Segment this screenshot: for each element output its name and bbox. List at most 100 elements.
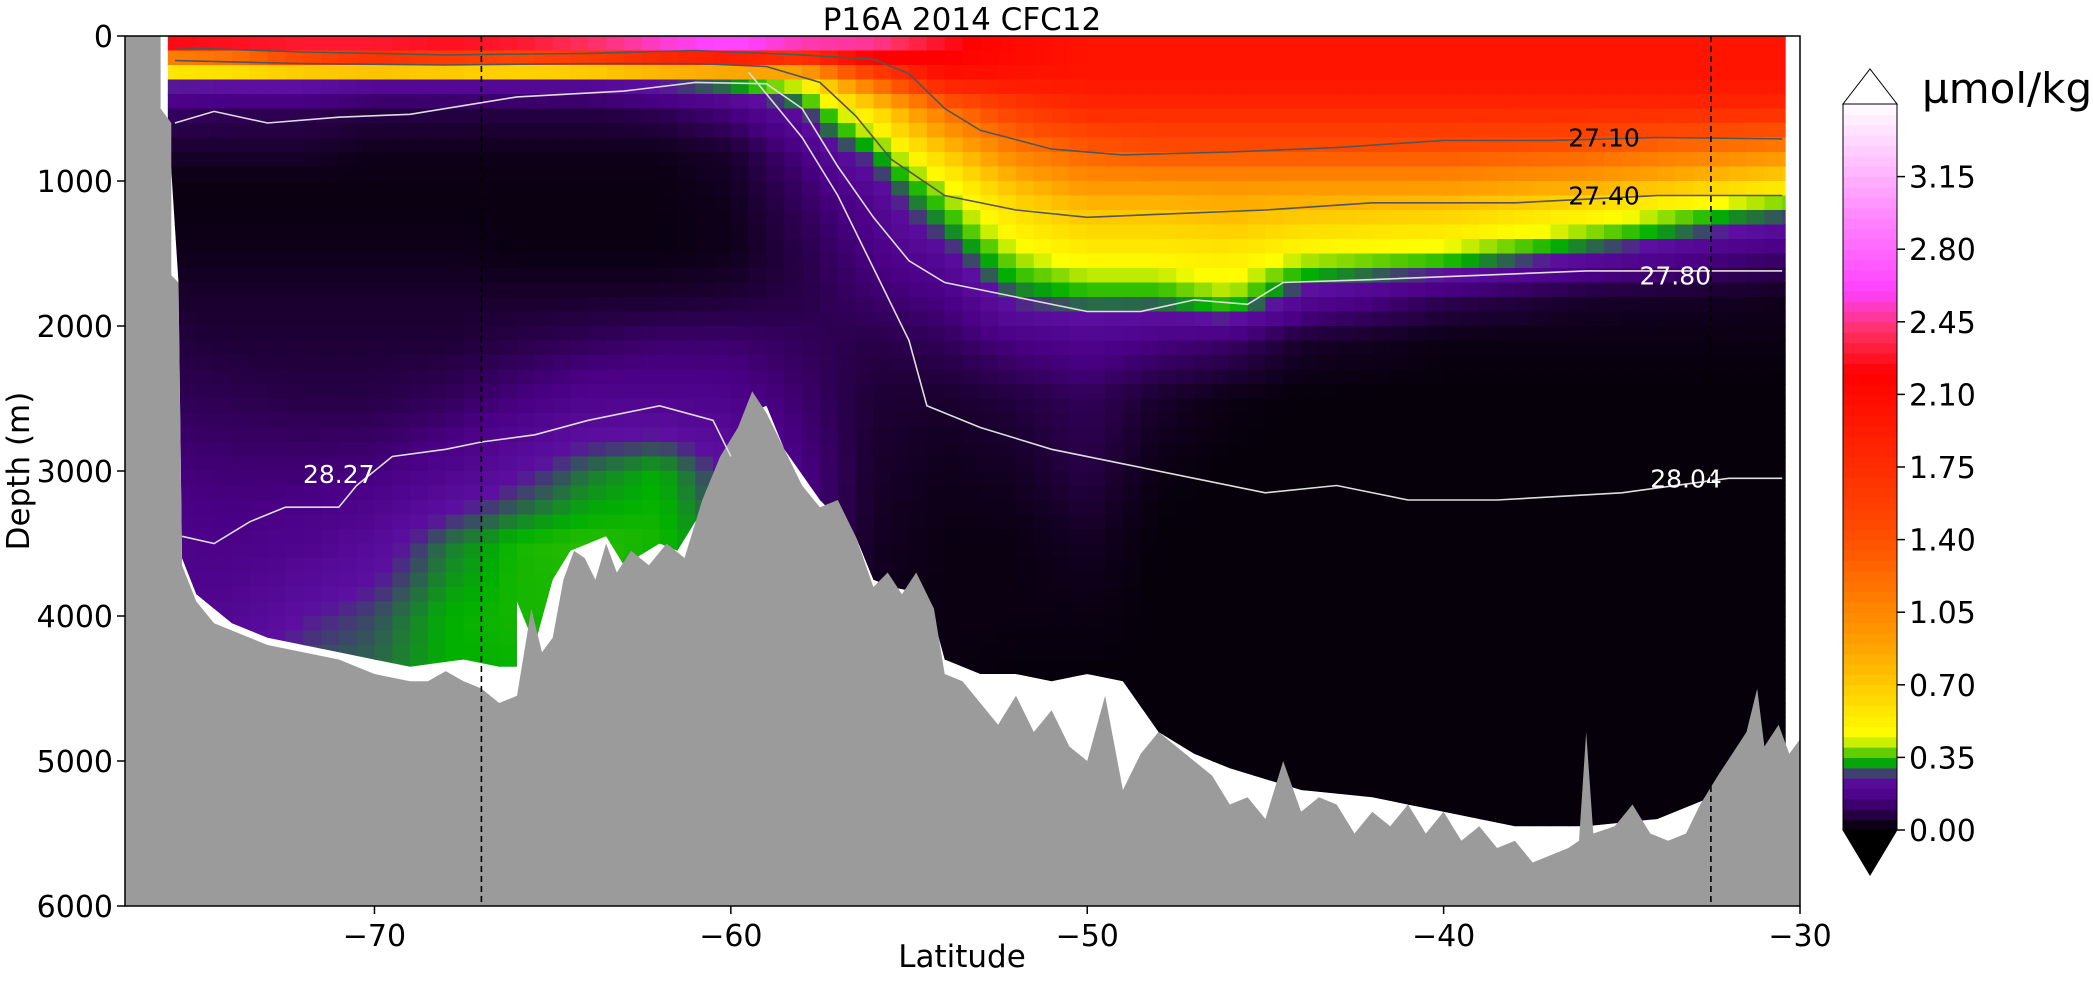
heatmap-cell bbox=[374, 137, 393, 153]
heatmap-cell bbox=[1675, 79, 1694, 95]
heatmap-cell bbox=[410, 253, 429, 269]
heatmap-cell bbox=[1247, 94, 1267, 110]
heatmap-cell bbox=[178, 500, 197, 516]
heatmap-cell bbox=[1069, 601, 1088, 617]
heatmap-cell bbox=[1497, 427, 1516, 443]
heatmap-cell bbox=[1051, 384, 1071, 400]
heatmap-cell bbox=[167, 65, 180, 81]
heatmap-cell bbox=[303, 282, 322, 298]
heatmap-cell bbox=[1069, 36, 1088, 52]
heatmap-cell bbox=[1710, 413, 1730, 429]
heatmap-cell bbox=[1247, 311, 1267, 327]
heatmap-cell bbox=[1336, 50, 1356, 66]
heatmap-cell bbox=[1532, 36, 1552, 52]
heatmap-cell bbox=[909, 79, 928, 95]
heatmap-cell bbox=[623, 210, 643, 226]
heatmap-cell bbox=[1229, 282, 1249, 298]
heatmap-cell bbox=[802, 50, 821, 66]
heatmap-cell bbox=[1621, 442, 1641, 458]
heatmap-cell bbox=[534, 224, 554, 240]
heatmap-cell bbox=[1301, 761, 1320, 777]
heatmap-cell bbox=[873, 181, 892, 197]
heatmap-cell bbox=[1051, 471, 1071, 487]
heatmap-cell bbox=[374, 152, 393, 168]
heatmap-cell bbox=[534, 514, 554, 530]
heatmap-cell bbox=[1033, 500, 1053, 516]
heatmap-cell bbox=[1425, 746, 1445, 762]
heatmap-cell bbox=[980, 543, 999, 559]
heatmap-cell bbox=[356, 485, 376, 501]
heatmap-cell bbox=[1015, 224, 1035, 240]
heatmap-cell bbox=[427, 558, 447, 574]
heatmap-cell bbox=[819, 456, 839, 472]
heatmap-cell bbox=[1782, 703, 1786, 719]
heatmap-cell bbox=[1283, 384, 1302, 400]
heatmap-cell bbox=[499, 137, 518, 153]
heatmap-cell bbox=[855, 268, 875, 284]
heatmap-cell bbox=[1211, 152, 1231, 168]
heatmap-cell bbox=[623, 36, 643, 52]
heatmap-cell bbox=[249, 94, 269, 110]
heatmap-cell bbox=[1069, 645, 1088, 661]
heatmap-cell bbox=[463, 152, 482, 168]
heatmap-cell bbox=[1051, 630, 1071, 646]
heatmap-cell bbox=[392, 152, 411, 168]
heatmap-cell bbox=[1693, 268, 1712, 284]
heatmap-cell bbox=[445, 543, 465, 559]
heatmap-cell bbox=[1425, 79, 1445, 95]
heatmap-cell bbox=[1675, 137, 1694, 153]
heatmap-cell bbox=[1550, 239, 1569, 255]
heatmap-cell bbox=[926, 442, 946, 458]
heatmap-cell bbox=[1657, 529, 1676, 545]
heatmap-cell bbox=[410, 369, 429, 385]
heatmap-cell bbox=[1283, 587, 1302, 603]
heatmap-cell bbox=[837, 79, 857, 95]
heatmap-cell bbox=[1461, 471, 1480, 487]
heatmap-cell bbox=[214, 50, 233, 66]
heatmap-cell bbox=[1425, 384, 1445, 400]
heatmap-cell bbox=[1603, 210, 1623, 226]
heatmap-cell bbox=[410, 123, 429, 139]
heatmap-cell bbox=[1407, 413, 1427, 429]
heatmap-cell bbox=[321, 340, 340, 356]
heatmap-cell bbox=[1657, 427, 1676, 443]
heatmap-cell bbox=[1746, 413, 1765, 429]
heatmap-cell bbox=[1069, 543, 1088, 559]
heatmap-cell bbox=[1051, 50, 1071, 66]
heatmap-cell bbox=[1015, 340, 1035, 356]
heatmap-cell bbox=[695, 311, 714, 327]
heatmap-cell bbox=[1621, 311, 1641, 327]
heatmap-cell bbox=[534, 413, 554, 429]
heatmap-cell bbox=[802, 123, 821, 139]
heatmap-cell bbox=[677, 500, 696, 516]
heatmap-cell bbox=[1782, 297, 1786, 313]
heatmap-cell bbox=[909, 485, 928, 501]
heatmap-cell bbox=[356, 355, 376, 371]
heatmap-cell bbox=[445, 268, 465, 284]
heatmap-cell bbox=[926, 456, 946, 472]
heatmap-cell bbox=[1675, 326, 1694, 342]
heatmap-cell bbox=[1069, 326, 1088, 342]
heatmap-cell bbox=[980, 326, 999, 342]
heatmap-cell bbox=[588, 485, 607, 501]
heatmap-cell bbox=[1568, 340, 1587, 356]
heatmap-cell bbox=[1122, 65, 1142, 81]
heatmap-cell bbox=[1710, 50, 1730, 66]
heatmap-cell bbox=[766, 181, 785, 197]
heatmap-cell bbox=[321, 268, 340, 284]
heatmap-cell bbox=[1051, 659, 1071, 675]
heatmap-cell bbox=[1051, 616, 1071, 632]
heatmap-cell bbox=[1603, 442, 1623, 458]
heatmap-cell bbox=[677, 195, 696, 211]
heatmap-cell bbox=[1443, 166, 1463, 182]
heatmap-cell bbox=[766, 282, 785, 298]
heatmap-cell bbox=[819, 50, 839, 66]
heatmap-cell bbox=[1710, 210, 1730, 226]
heatmap-cell bbox=[944, 79, 964, 95]
heatmap-cell bbox=[374, 514, 393, 530]
heatmap-cell bbox=[1586, 703, 1605, 719]
heatmap-cell bbox=[891, 79, 910, 95]
heatmap-cell bbox=[1764, 427, 1783, 443]
heatmap-cell bbox=[1603, 746, 1623, 762]
heatmap-cell bbox=[837, 137, 857, 153]
